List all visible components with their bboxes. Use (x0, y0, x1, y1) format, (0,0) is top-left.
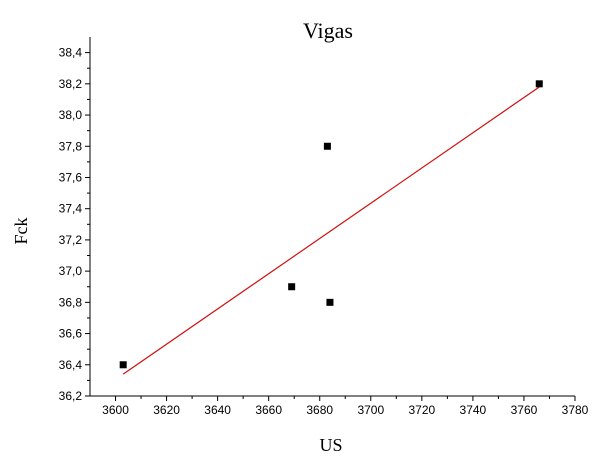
data-point (326, 298, 334, 306)
y-tick-label: 37,4 (59, 202, 83, 216)
x-tick-label: 3620 (153, 403, 180, 417)
y-axis-label: Fck (11, 218, 31, 245)
y-tick-label: 36,4 (59, 358, 83, 372)
x-tick-label: 3720 (408, 403, 435, 417)
data-point (119, 361, 127, 369)
x-tick-label: 3780 (562, 403, 589, 417)
y-tick-label: 36,2 (59, 389, 83, 403)
y-tick-label: 38,0 (59, 108, 83, 122)
fit-layer (122, 86, 540, 375)
data-point (535, 80, 543, 88)
x-tick-label: 3660 (255, 403, 282, 417)
data-point (288, 283, 296, 291)
y-tick-label: 37,2 (59, 233, 83, 247)
chart-title: Vigas (303, 18, 353, 43)
x-tick-label: 3760 (511, 403, 538, 417)
x-tick-label: 3740 (460, 403, 487, 417)
x-tick-label: 3640 (204, 403, 231, 417)
axes: 3600 3620 3640 3660 3680 3700 3720 3740 3760 3780… (59, 37, 589, 417)
fit-line (122, 86, 540, 375)
x-tick-label: 3680 (306, 403, 333, 417)
y-tick-label: 37,8 (59, 139, 83, 153)
x-tick-label: 3700 (357, 403, 384, 417)
y-tick-label: 36,8 (59, 295, 83, 309)
y-tick-label: 38,4 (59, 46, 83, 60)
y-tick-label: 36,6 (59, 327, 83, 341)
data-point (323, 142, 331, 150)
points-layer (119, 80, 543, 369)
y-tick-label: 38,2 (59, 77, 83, 91)
y-tick-label: 37,6 (59, 170, 83, 184)
y-tick-label: 37,0 (59, 264, 83, 278)
x-axis-label: US (319, 435, 342, 455)
x-tick-label: 3600 (102, 403, 129, 417)
